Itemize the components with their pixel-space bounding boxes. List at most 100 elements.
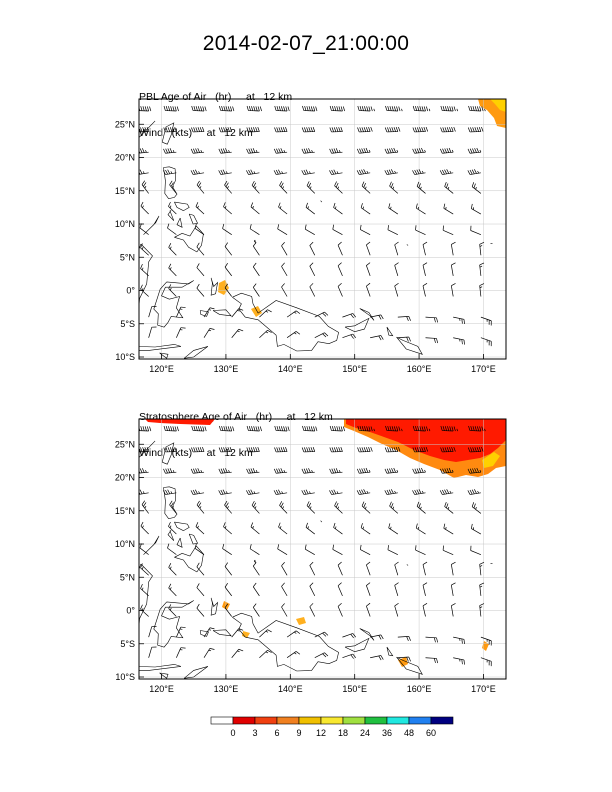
coastline — [359, 308, 375, 321]
wind-barb — [467, 147, 482, 154]
wind-barb — [250, 522, 260, 535]
wind-barb — [196, 180, 205, 194]
coastline — [143, 215, 160, 235]
wind-barb — [191, 447, 205, 453]
wind-barb — [306, 181, 316, 194]
lon-tick-label: 130°E — [214, 684, 239, 694]
wind-barb — [337, 241, 343, 256]
coastline — [139, 563, 153, 630]
pbl-wind-line: Wind (kts) at 12 km — [139, 127, 253, 139]
pbl-field-patch-png — [251, 306, 262, 317]
wind-barb — [366, 262, 371, 276]
coastline — [167, 209, 175, 221]
wind-barb — [168, 583, 177, 597]
wind-barb — [388, 203, 399, 215]
wind-barb — [329, 127, 343, 133]
wind-barb — [467, 126, 484, 133]
wind-barb — [412, 446, 429, 453]
coastline — [406, 564, 409, 566]
wind-barb — [385, 105, 403, 112]
wind-barb — [168, 201, 177, 215]
pbl-map-panel: 120°E 130°E 140°E 150°E 160°E 170°E 25°N 20°N 15… — [115, 98, 507, 374]
colorbar-swatch — [430, 716, 454, 725]
wind-barb — [309, 603, 316, 617]
wind-barb — [337, 282, 343, 297]
lon-tick-label: 140°E — [278, 684, 303, 694]
wind-barb — [224, 562, 232, 576]
wind-barb — [394, 262, 399, 276]
wind-barb — [249, 544, 260, 555]
coastline — [153, 280, 194, 328]
wind-barb — [246, 447, 260, 453]
wind-barb — [196, 263, 205, 277]
wind-barb — [222, 543, 232, 555]
wind-barb — [218, 489, 232, 495]
wind-barb — [286, 651, 301, 659]
wind-barb — [163, 105, 179, 112]
coastline — [159, 672, 169, 679]
wind-barb — [450, 603, 456, 617]
wind-barb — [412, 126, 429, 133]
wind-barb — [309, 582, 316, 597]
colorbar-swatch — [276, 716, 300, 725]
wind-barb — [252, 262, 260, 277]
wind-barb — [342, 313, 357, 319]
wind-barb — [467, 489, 481, 495]
coastline — [199, 310, 209, 317]
coastline — [153, 600, 194, 648]
coastline — [188, 533, 199, 545]
wind-barb — [273, 169, 288, 175]
wind-barb — [412, 467, 426, 474]
wind-barb — [394, 582, 399, 596]
coastline — [174, 545, 204, 573]
wind-barb — [163, 468, 177, 474]
wind-barb — [337, 602, 343, 617]
wind-barb — [278, 522, 288, 535]
colorbar-label: 9 — [296, 728, 301, 738]
wind-barb — [190, 148, 205, 154]
coastline — [344, 637, 370, 653]
coastline — [139, 664, 181, 671]
wind-barb — [412, 425, 431, 432]
wind-barb — [425, 337, 439, 344]
wind-barb — [450, 582, 456, 596]
wind-barb — [366, 582, 371, 596]
wind-barb — [333, 522, 343, 535]
wind-barb — [440, 105, 458, 112]
coastline — [386, 326, 394, 337]
wind-barb — [387, 225, 398, 235]
coastline — [471, 714, 472, 717]
wind-barb — [168, 521, 177, 535]
coastline — [232, 292, 339, 352]
wind-barb — [471, 502, 482, 514]
wind-barb — [415, 545, 426, 555]
wind-barb — [314, 332, 329, 339]
lon-tick-label: 150°E — [342, 684, 367, 694]
strat-field-blob-2 — [242, 631, 250, 638]
wind-barb — [224, 180, 232, 194]
wind-barb — [480, 316, 492, 326]
wind-barb — [440, 425, 458, 432]
colorbar-swatch — [254, 716, 278, 725]
wind-barb — [337, 582, 343, 597]
wind-barb — [246, 489, 260, 495]
wind-barb — [140, 243, 149, 256]
lat-tick-label: 5°S — [120, 639, 135, 649]
lat-tick-label: 15°N — [115, 186, 135, 196]
wind-barb — [422, 602, 428, 617]
wind-barb — [470, 225, 482, 235]
wind-barb — [389, 181, 399, 194]
wind-barb — [246, 425, 262, 432]
coastline — [344, 317, 370, 333]
wind-barb — [412, 147, 426, 154]
coastline — [320, 520, 323, 523]
wind-barb — [470, 545, 482, 555]
wind-barb — [139, 169, 149, 175]
wind-barb — [314, 631, 329, 638]
wind-barb — [139, 223, 149, 235]
colorbar-swatch — [232, 716, 256, 725]
wind-barb — [162, 489, 177, 495]
wind-barb — [203, 648, 215, 658]
wind-barb — [357, 126, 373, 133]
wind-barb — [356, 169, 371, 175]
